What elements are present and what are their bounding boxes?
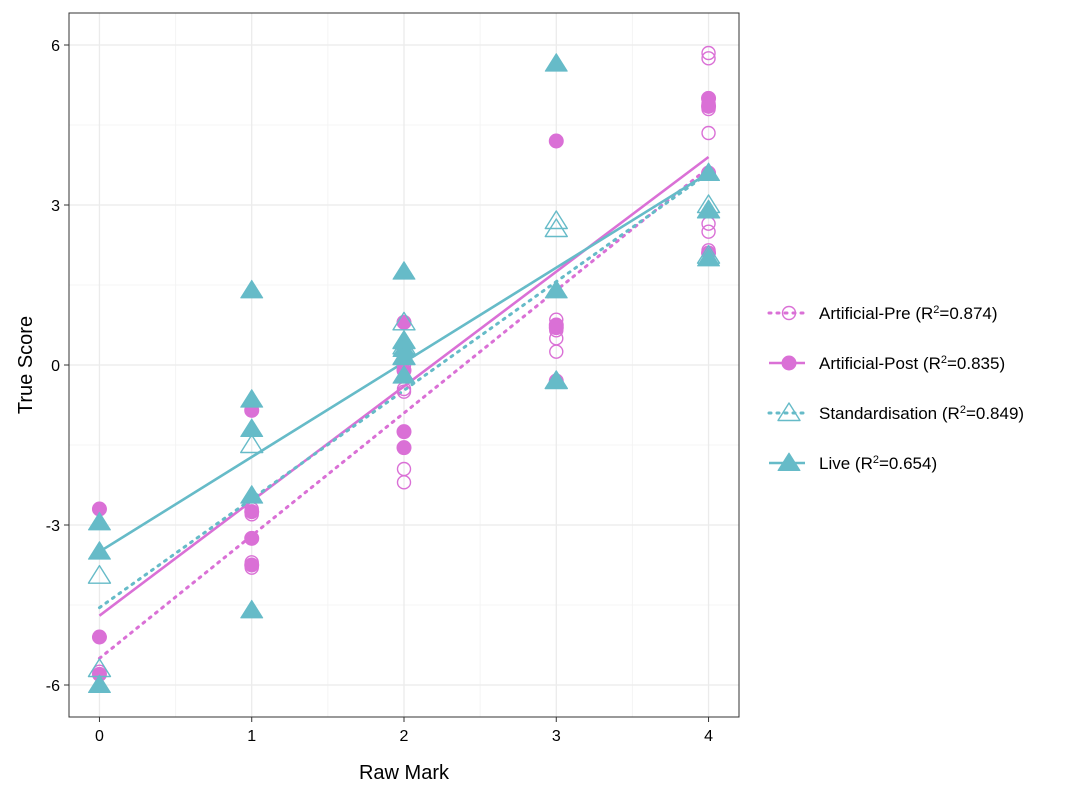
grid: [69, 13, 739, 717]
data-point-standardisation: [240, 434, 264, 454]
x-tick-label: 3: [552, 728, 561, 745]
data-point-standardisation: [544, 218, 568, 238]
data-point-live: [87, 511, 111, 531]
data-point-artificial-post: [244, 557, 260, 573]
legend-item-artificial-post: Artificial-Post (R2=0.835): [769, 354, 1005, 373]
data-point-artificial-post: [244, 530, 260, 546]
data-point-artificial-post: [548, 133, 564, 149]
x-tick-label: 1: [247, 728, 256, 745]
fit-line-artificial-pre: [97, 166, 711, 660]
y-tick-label: -6: [46, 678, 60, 695]
data-point-live: [240, 279, 264, 299]
x-axis-title: Raw Mark: [359, 762, 450, 782]
data-point-live: [240, 389, 264, 408]
data-point-live: [697, 247, 721, 267]
data-point-live: [240, 418, 264, 437]
data-point-standardisation: [392, 311, 416, 331]
data-point-live: [697, 199, 721, 219]
data-point-live: [697, 162, 721, 181]
y-axis-title: True Score: [15, 316, 37, 414]
data-point-live: [240, 485, 264, 504]
data-point-live: [544, 53, 568, 72]
data-point-live: [544, 370, 568, 389]
data-point-artificial-post: [91, 629, 107, 645]
data-point-artificial-pre: [701, 125, 716, 141]
y-tick-label: -3: [46, 518, 60, 535]
data-point-artificial-pre: [549, 344, 564, 359]
data-point-live: [392, 346, 416, 365]
fit-line-artificial-post: [98, 155, 710, 617]
series-live: [87, 53, 721, 693]
data-point-artificial-post: [396, 314, 412, 330]
legend-key-marker: [781, 355, 797, 371]
data-point-live: [87, 674, 111, 693]
data-point-live: [544, 279, 568, 299]
y-tick-label: 0: [51, 358, 60, 375]
legend-label: Artificial-Post (R2=0.835): [819, 354, 1005, 373]
legend-item-artificial-pre: Artificial-Pre (R2=0.874): [767, 304, 998, 323]
legend-label: Live (R2=0.654): [819, 454, 937, 473]
legend: Artificial-Pre (R2=0.874) Artificial-Post…: [767, 304, 1024, 473]
data-point-artificial-post: [396, 440, 412, 456]
data-point-artificial-post: [548, 320, 564, 336]
data-point-artificial-post: [244, 504, 260, 520]
data-point-live: [240, 599, 264, 619]
legend-label: Artificial-Pre (R2=0.874): [819, 304, 998, 323]
data-point-artificial-pre: [396, 475, 412, 490]
data-point-standardisation: [87, 564, 112, 584]
data-points: [87, 45, 721, 693]
data-point-artificial-pre: [701, 51, 716, 66]
data-point-artificial-post: [701, 98, 717, 114]
data-point-artificial-post: [396, 424, 412, 440]
y-tick-label: 6: [51, 38, 60, 55]
legend-label: Standardisation (R2=0.849): [819, 404, 1024, 423]
legend-item-standardisation: Standardisation (R2=0.849): [767, 402, 1024, 423]
legend-key-marker: [781, 305, 797, 321]
data-point-standardisation: [544, 210, 568, 230]
legend-key-marker: [777, 402, 801, 422]
x-tick-label: 4: [704, 728, 713, 745]
data-point-artificial-pre: [701, 45, 716, 61]
data-point-live: [392, 365, 416, 384]
legend-key-marker: [777, 452, 801, 471]
y-tick-label: 3: [51, 198, 60, 215]
data-point-live: [87, 541, 111, 560]
fit-line-standardisation: [97, 171, 711, 610]
axis-ticks: 0 1 2 3 4 -6 -3 0 3 6: [46, 38, 713, 745]
data-point-live: [392, 261, 416, 280]
legend-item-live: Live (R2=0.654): [769, 452, 937, 473]
x-tick-label: 2: [400, 728, 409, 745]
data-point-artificial-pre: [701, 224, 716, 239]
x-tick-label: 0: [95, 728, 104, 745]
